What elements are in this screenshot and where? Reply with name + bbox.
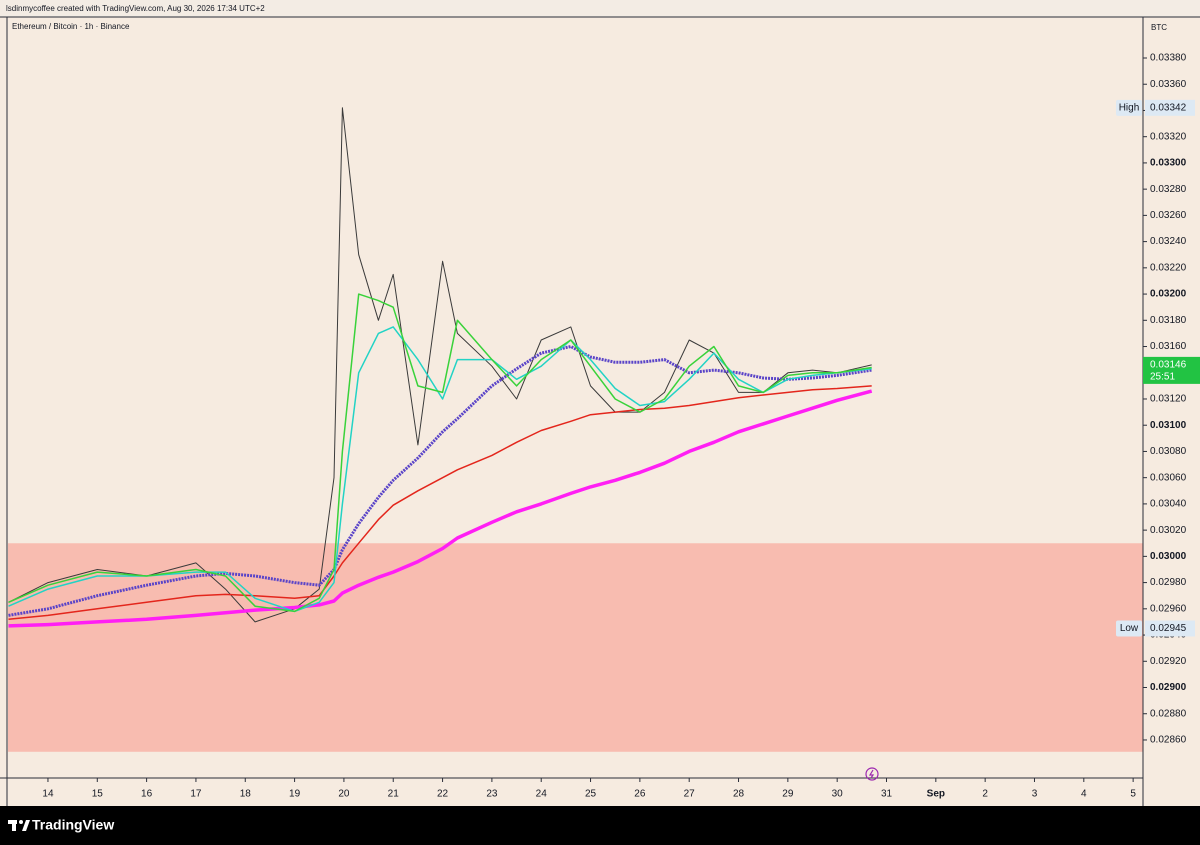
y-tick-label: 0.03120 [1150, 394, 1187, 405]
high-name: High [1119, 102, 1140, 113]
x-tick-label: 2 [982, 789, 988, 800]
y-tick-label: 0.03060 [1150, 472, 1187, 483]
low-name: Low [1120, 623, 1139, 634]
x-tick-label: 29 [782, 789, 794, 800]
y-tick-label: 0.02900 [1150, 682, 1187, 693]
y-tick-label: 0.02880 [1150, 708, 1187, 719]
currency: BTC [1151, 23, 1167, 32]
high-value: 0.03342 [1150, 102, 1187, 113]
y-tick-label: 0.02860 [1150, 735, 1187, 746]
y-tick-label: 0.03100 [1150, 420, 1187, 431]
logo-shape [12, 820, 16, 831]
logo-icon [8, 820, 30, 831]
x-tick-label: 30 [832, 789, 844, 800]
y-tick-label: 0.02960 [1150, 603, 1187, 614]
x-tick-label: 5 [1130, 789, 1136, 800]
y-tick-label: 0.03160 [1150, 341, 1187, 352]
y-tick-label: 0.03360 [1150, 79, 1187, 90]
alert-circle[interactable] [865, 767, 879, 781]
low-value: 0.02945 [1150, 623, 1187, 634]
x-tick-label: 14 [42, 789, 54, 800]
y-tick-label: 0.02920 [1150, 656, 1187, 667]
series-line [8, 326, 872, 613]
x-tick-label: 17 [190, 789, 202, 800]
plot [8, 107, 1143, 752]
series-line [8, 293, 872, 613]
x-tick-label: 20 [338, 789, 350, 800]
y-tick-label: 0.03020 [1150, 525, 1187, 536]
y-tick-label: 0.03300 [1150, 158, 1187, 169]
x-tick-label: 27 [684, 789, 696, 800]
high-value-box [1145, 99, 1195, 116]
header-text: lsdinmycoffee created with TradingView.c… [6, 4, 265, 13]
x-tick-label: 3 [1032, 789, 1038, 800]
x-tick-label: 23 [486, 789, 498, 800]
y-tick-label: 0.03200 [1150, 289, 1187, 300]
series-line [8, 389, 873, 628]
y-tick-label: 0.03380 [1150, 53, 1187, 64]
alert-icon[interactable] [865, 767, 879, 781]
x-tick-label: 21 [388, 789, 400, 800]
x-tick-label: 26 [634, 789, 646, 800]
last-price-box [1143, 356, 1200, 384]
x-tick-label: 4 [1081, 789, 1087, 800]
high-name-box [1116, 99, 1142, 116]
y-tick-label: 0.03260 [1150, 210, 1187, 221]
x-tick-label: 22 [437, 789, 449, 800]
countdown: 25:51 [1150, 372, 1175, 383]
y-tick-label: 0.03000 [1150, 551, 1187, 562]
x-tick-label: 28 [733, 789, 745, 800]
series-line [8, 385, 872, 621]
x-tick-label: 16 [141, 789, 153, 800]
y-tick-label: 0.03280 [1150, 184, 1187, 195]
y-tick-label: 0.02980 [1150, 577, 1187, 588]
x-tick-label: 18 [240, 789, 252, 800]
y-tick-label: 0.03180 [1150, 315, 1187, 326]
header-bar [0, 0, 1200, 17]
logo-shape [22, 820, 30, 831]
logo-shape [19, 820, 23, 824]
y-tick-label: 0.03040 [1150, 499, 1187, 510]
x-tick-label: 15 [92, 789, 104, 800]
x-tick-label: Sep [927, 789, 945, 800]
low-value-box [1145, 620, 1195, 637]
y-tick-label: 0.03220 [1150, 262, 1187, 273]
logo-text: TradingView [32, 817, 114, 833]
last-price: 0.03146 [1150, 360, 1187, 371]
x-tick-label: 19 [289, 789, 301, 800]
low-name-box [1116, 620, 1142, 637]
series-line [8, 107, 872, 623]
zone [8, 543, 1143, 752]
x-tick-label: 24 [536, 789, 548, 800]
y-tick-label: 0.03320 [1150, 131, 1187, 142]
x-tick-label: 25 [585, 789, 597, 800]
footer-bar [0, 806, 1200, 845]
alert-bolt[interactable] [868, 769, 875, 779]
x-tick-label: 31 [881, 789, 893, 800]
y-tick-label: 0.03240 [1150, 236, 1187, 247]
chart-title: Ethereum / Bitcoin · 1h · Binance [12, 22, 130, 31]
y-tick-label: 0.03080 [1150, 446, 1187, 457]
